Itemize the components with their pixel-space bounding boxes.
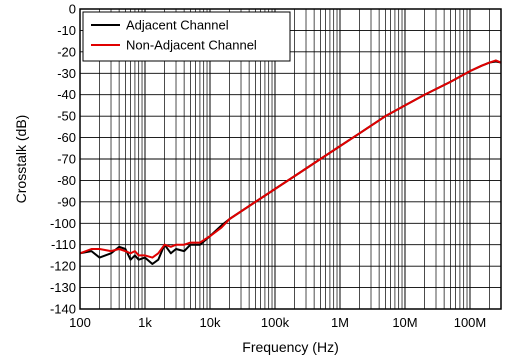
y-tick-label: -130 bbox=[50, 280, 76, 295]
x-tick-label: 100 bbox=[69, 315, 91, 330]
y-tick-label: -40 bbox=[57, 87, 76, 102]
y-tick-label: -50 bbox=[57, 109, 76, 124]
x-tick-label: 1k bbox=[138, 315, 152, 330]
x-tick-label: 100k bbox=[261, 315, 290, 330]
x-axis-title: Frequency (Hz) bbox=[242, 339, 338, 355]
x-tick-labels: 100 1k 10k 100k 1M 10M 100M bbox=[69, 315, 486, 330]
x-tick-label: 100M bbox=[454, 315, 487, 330]
legend-label-non-adjacent: Non-Adjacent Channel bbox=[126, 38, 257, 53]
y-tick-label: -140 bbox=[50, 302, 76, 317]
x-tick-label: 10k bbox=[200, 315, 221, 330]
series-line-adjacent bbox=[79, 60, 502, 265]
plot-frame bbox=[79, 8, 502, 310]
y-tick-label: -60 bbox=[57, 130, 76, 145]
x-tick-label: 10M bbox=[392, 315, 417, 330]
y-axis-title: Crosstalk (dB) bbox=[13, 115, 29, 204]
y-tick-label: -70 bbox=[57, 152, 76, 167]
y-tick-label: -100 bbox=[50, 216, 76, 231]
y-tick-label: -10 bbox=[57, 23, 76, 38]
y-tick-label: -20 bbox=[57, 44, 76, 59]
y-tick-label: -30 bbox=[57, 66, 76, 81]
y-tick-label: -120 bbox=[50, 259, 76, 274]
y-tick-labels: 0 -10 -20 -30 -40 -50 -60 -70 -80 -90 -100 -110 -120… bbox=[50, 2, 76, 317]
series-line-non-adjacent bbox=[79, 59, 502, 259]
y-tick-label: 0 bbox=[69, 2, 76, 17]
legend-label-adjacent: Adjacent Channel bbox=[126, 18, 229, 33]
y-tick-label: -80 bbox=[57, 173, 76, 188]
legend-box bbox=[82, 11, 291, 62]
series-lines bbox=[79, 59, 502, 265]
x-tick-label: 1M bbox=[331, 315, 349, 330]
y-tick-label: -90 bbox=[57, 194, 76, 209]
legend: Adjacent Channel Non-Adjacent Channel bbox=[82, 11, 291, 62]
y-tick-label: -110 bbox=[51, 237, 76, 252]
